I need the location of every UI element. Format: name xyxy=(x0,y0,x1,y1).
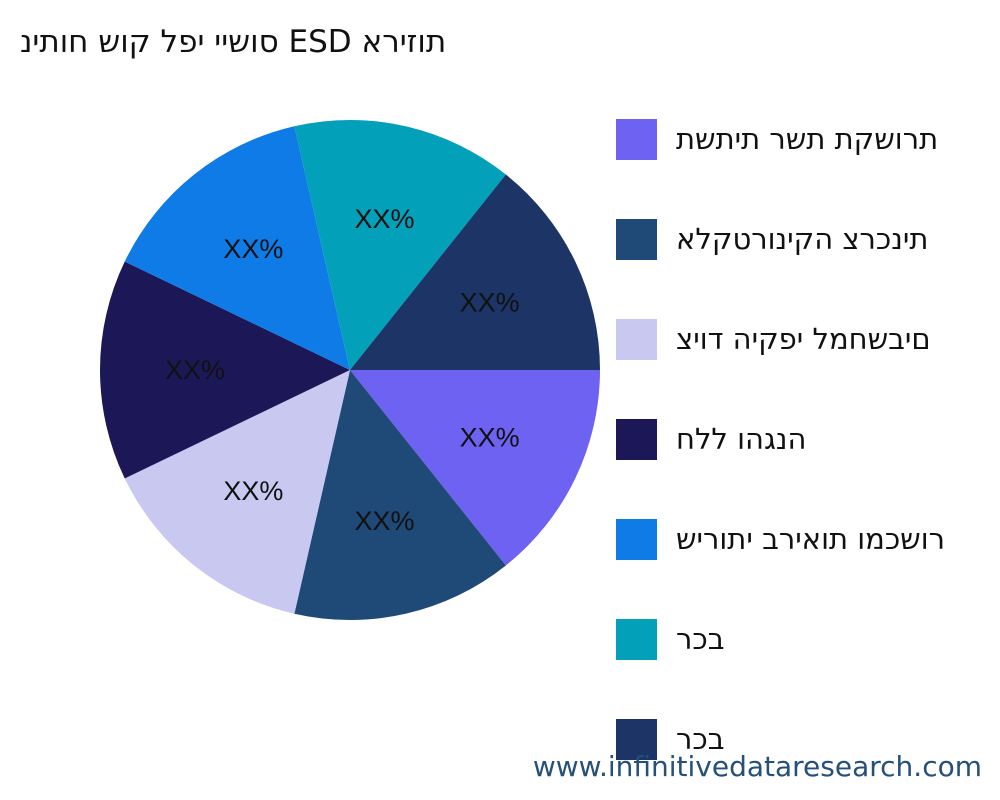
slice-label: XX% xyxy=(223,476,283,506)
legend-item: בכר xyxy=(616,619,996,661)
slice-label: XX% xyxy=(460,288,520,318)
chart-title: סושיי יפל קוש חותינ ESD תוזירא xyxy=(20,24,447,60)
legend-label: תרושקת תשר תיתשת xyxy=(676,122,939,156)
legend-swatch xyxy=(616,319,657,360)
slice-label: XX% xyxy=(460,422,520,452)
legend-item: תינכרצ הקינורטקלא xyxy=(616,219,996,261)
legend-label: רושכמו תואירב יתוריש xyxy=(676,522,946,556)
legend-item: םיבשחמל יפקיה דויצ xyxy=(616,319,996,361)
pie-slice xyxy=(350,370,600,566)
legend-label: בכר xyxy=(676,622,725,656)
legend-swatch xyxy=(616,119,657,160)
slice-label: XX% xyxy=(165,355,225,385)
legend-item: רושכמו תואירב יתוריש xyxy=(616,519,996,561)
legend-label: תינכרצ הקינורטקלא xyxy=(676,222,929,256)
legend-swatch xyxy=(616,419,657,460)
legend-label: םיבשחמל יפקיה דויצ xyxy=(676,322,931,356)
pie-chart: XX% XX% XX% XX% XX% XX% XX% xyxy=(99,119,600,621)
slice-label: XX% xyxy=(354,506,414,536)
legend-swatch xyxy=(616,719,657,760)
slice-label: XX% xyxy=(354,204,414,234)
legend-label: הנגהו ללח xyxy=(676,422,807,456)
legend-swatch xyxy=(616,519,657,560)
watermark: www.infinitivedataresearch.com xyxy=(532,750,982,783)
legend-item: הנגהו ללח xyxy=(616,419,996,461)
legend-item: בכר xyxy=(616,719,996,761)
pie-slice xyxy=(294,370,506,621)
legend-swatch xyxy=(616,219,657,260)
pie-slice xyxy=(124,126,350,370)
pie-slice xyxy=(294,119,506,370)
legend-label: בכר xyxy=(676,722,725,756)
legend-swatch xyxy=(616,619,657,660)
legend-item: תרושקת תשר תיתשת xyxy=(616,119,996,161)
pie-slice xyxy=(124,370,350,614)
slice-label: XX% xyxy=(223,234,283,264)
pie-slice xyxy=(99,261,350,479)
pie-slice xyxy=(350,174,600,370)
